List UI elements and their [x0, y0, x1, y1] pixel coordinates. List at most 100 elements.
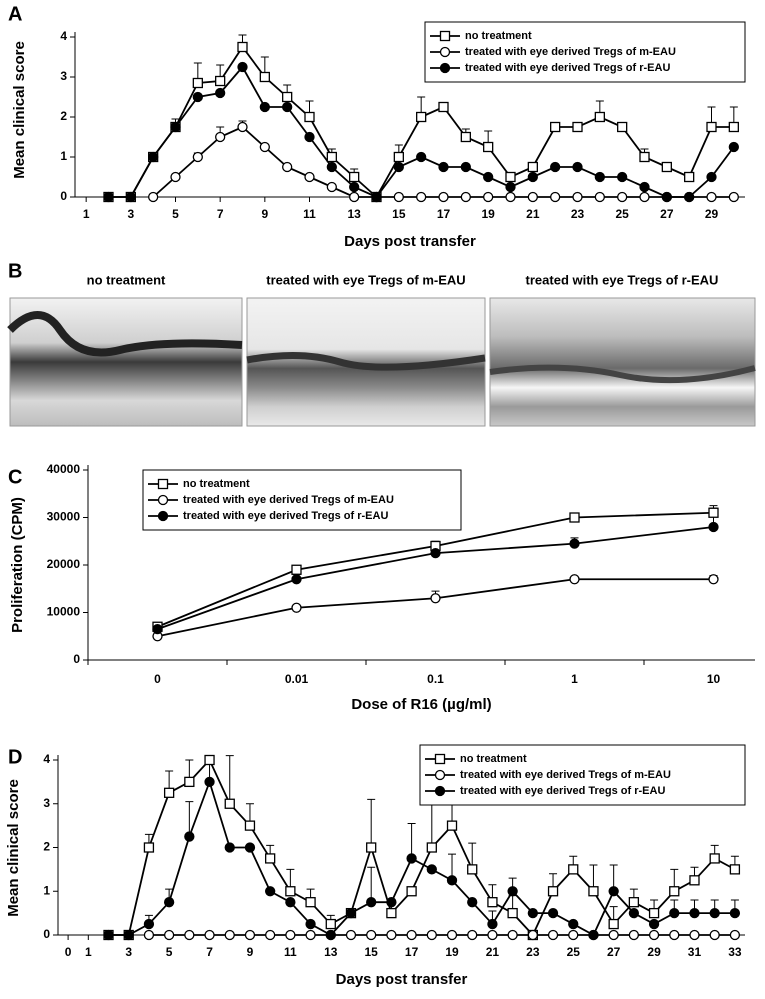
x-tick-label: 17 — [437, 207, 451, 221]
marker — [416, 151, 427, 163]
marker — [416, 191, 427, 203]
legend-marker — [157, 478, 169, 490]
marker — [684, 171, 695, 183]
marker — [282, 101, 293, 113]
x-tick-label: 29 — [705, 207, 719, 221]
marker — [326, 181, 337, 193]
marker — [438, 191, 449, 203]
error-bar — [367, 798, 376, 848]
x-tick-label: 1 — [85, 945, 92, 959]
x-tick-label: 17 — [405, 945, 419, 959]
marker — [547, 907, 559, 919]
marker — [729, 864, 741, 875]
marker — [282, 161, 293, 173]
marker — [259, 71, 270, 83]
marker — [689, 875, 700, 886]
marker — [184, 831, 195, 842]
marker — [507, 886, 518, 897]
x-tick-label: 13 — [324, 945, 338, 959]
marker — [123, 929, 134, 941]
x-tick-label: 1 — [83, 207, 90, 221]
marker — [103, 929, 114, 941]
x-axis-title: Dose of R16 (µg/ml) — [351, 696, 491, 713]
error-bar — [407, 822, 416, 859]
marker — [244, 929, 256, 941]
x-tick-label: 19 — [481, 207, 495, 221]
y-tick-label: 0 — [73, 652, 80, 666]
marker — [125, 191, 136, 203]
x-tick-label: 25 — [615, 207, 629, 221]
marker — [143, 918, 155, 930]
error-bar — [185, 801, 194, 837]
marker — [265, 929, 276, 941]
x-tick-label: 3 — [125, 945, 132, 959]
legend-label: no treatment — [460, 753, 527, 765]
x-tick-label: 9 — [261, 207, 268, 221]
marker — [550, 161, 561, 173]
marker — [527, 191, 538, 203]
marker — [406, 886, 417, 897]
marker — [285, 929, 296, 941]
marker — [438, 161, 449, 173]
legend-marker — [434, 785, 446, 797]
marker — [460, 191, 471, 203]
marker — [572, 121, 583, 133]
legend-label: treated with eye derived Tregs of m-EAU — [460, 769, 671, 781]
marker — [628, 929, 640, 941]
marker — [728, 191, 739, 203]
marker — [594, 191, 605, 203]
marker — [648, 918, 660, 930]
marker — [628, 907, 640, 919]
marker — [568, 918, 579, 930]
x-tick-label: 7 — [217, 207, 224, 221]
legend-box — [142, 469, 462, 531]
marker — [588, 886, 599, 897]
marker — [371, 191, 382, 203]
marker — [259, 141, 270, 153]
legend-label: no treatment — [465, 30, 532, 42]
marker — [282, 91, 293, 103]
marker — [487, 918, 498, 930]
marker — [386, 929, 397, 941]
legend-box — [424, 21, 746, 83]
marker — [426, 842, 437, 853]
marker — [446, 875, 458, 886]
caption: treated with eye Tregs of m-EAU — [266, 272, 465, 287]
marker — [143, 929, 155, 941]
x-axis-title: Days post transfer — [344, 233, 476, 250]
legend-marker — [157, 494, 169, 506]
marker — [326, 151, 337, 163]
marker — [393, 151, 404, 163]
legend-marker — [434, 753, 446, 765]
marker — [291, 602, 302, 613]
marker — [661, 191, 672, 203]
marker — [430, 547, 441, 559]
marker — [507, 907, 518, 919]
marker — [648, 929, 660, 941]
x-tick-label: 25 — [567, 945, 581, 959]
marker — [460, 131, 471, 143]
x-tick-label: 11 — [303, 207, 316, 221]
x-axis-title: Days post transfer — [336, 971, 468, 988]
x-tick-label: 27 — [660, 207, 674, 221]
x-tick-label: 10 — [707, 672, 721, 686]
tissue-layer — [489, 364, 756, 384]
marker — [594, 111, 605, 123]
marker — [527, 929, 538, 941]
panel-letter: D — [8, 746, 22, 768]
legend-label: treated with eye derived Tregs of r-EAU — [183, 510, 388, 522]
marker — [706, 121, 717, 133]
marker — [426, 929, 437, 941]
y-tick-label: 3 — [60, 69, 67, 83]
marker — [708, 521, 719, 533]
marker — [608, 918, 619, 930]
marker — [669, 907, 680, 919]
marker — [345, 929, 357, 941]
x-tick-label: 0 — [65, 945, 72, 959]
marker — [237, 41, 248, 53]
marker — [345, 907, 357, 919]
x-tick-label: 5 — [172, 207, 179, 221]
marker — [143, 842, 155, 853]
marker — [103, 191, 114, 203]
